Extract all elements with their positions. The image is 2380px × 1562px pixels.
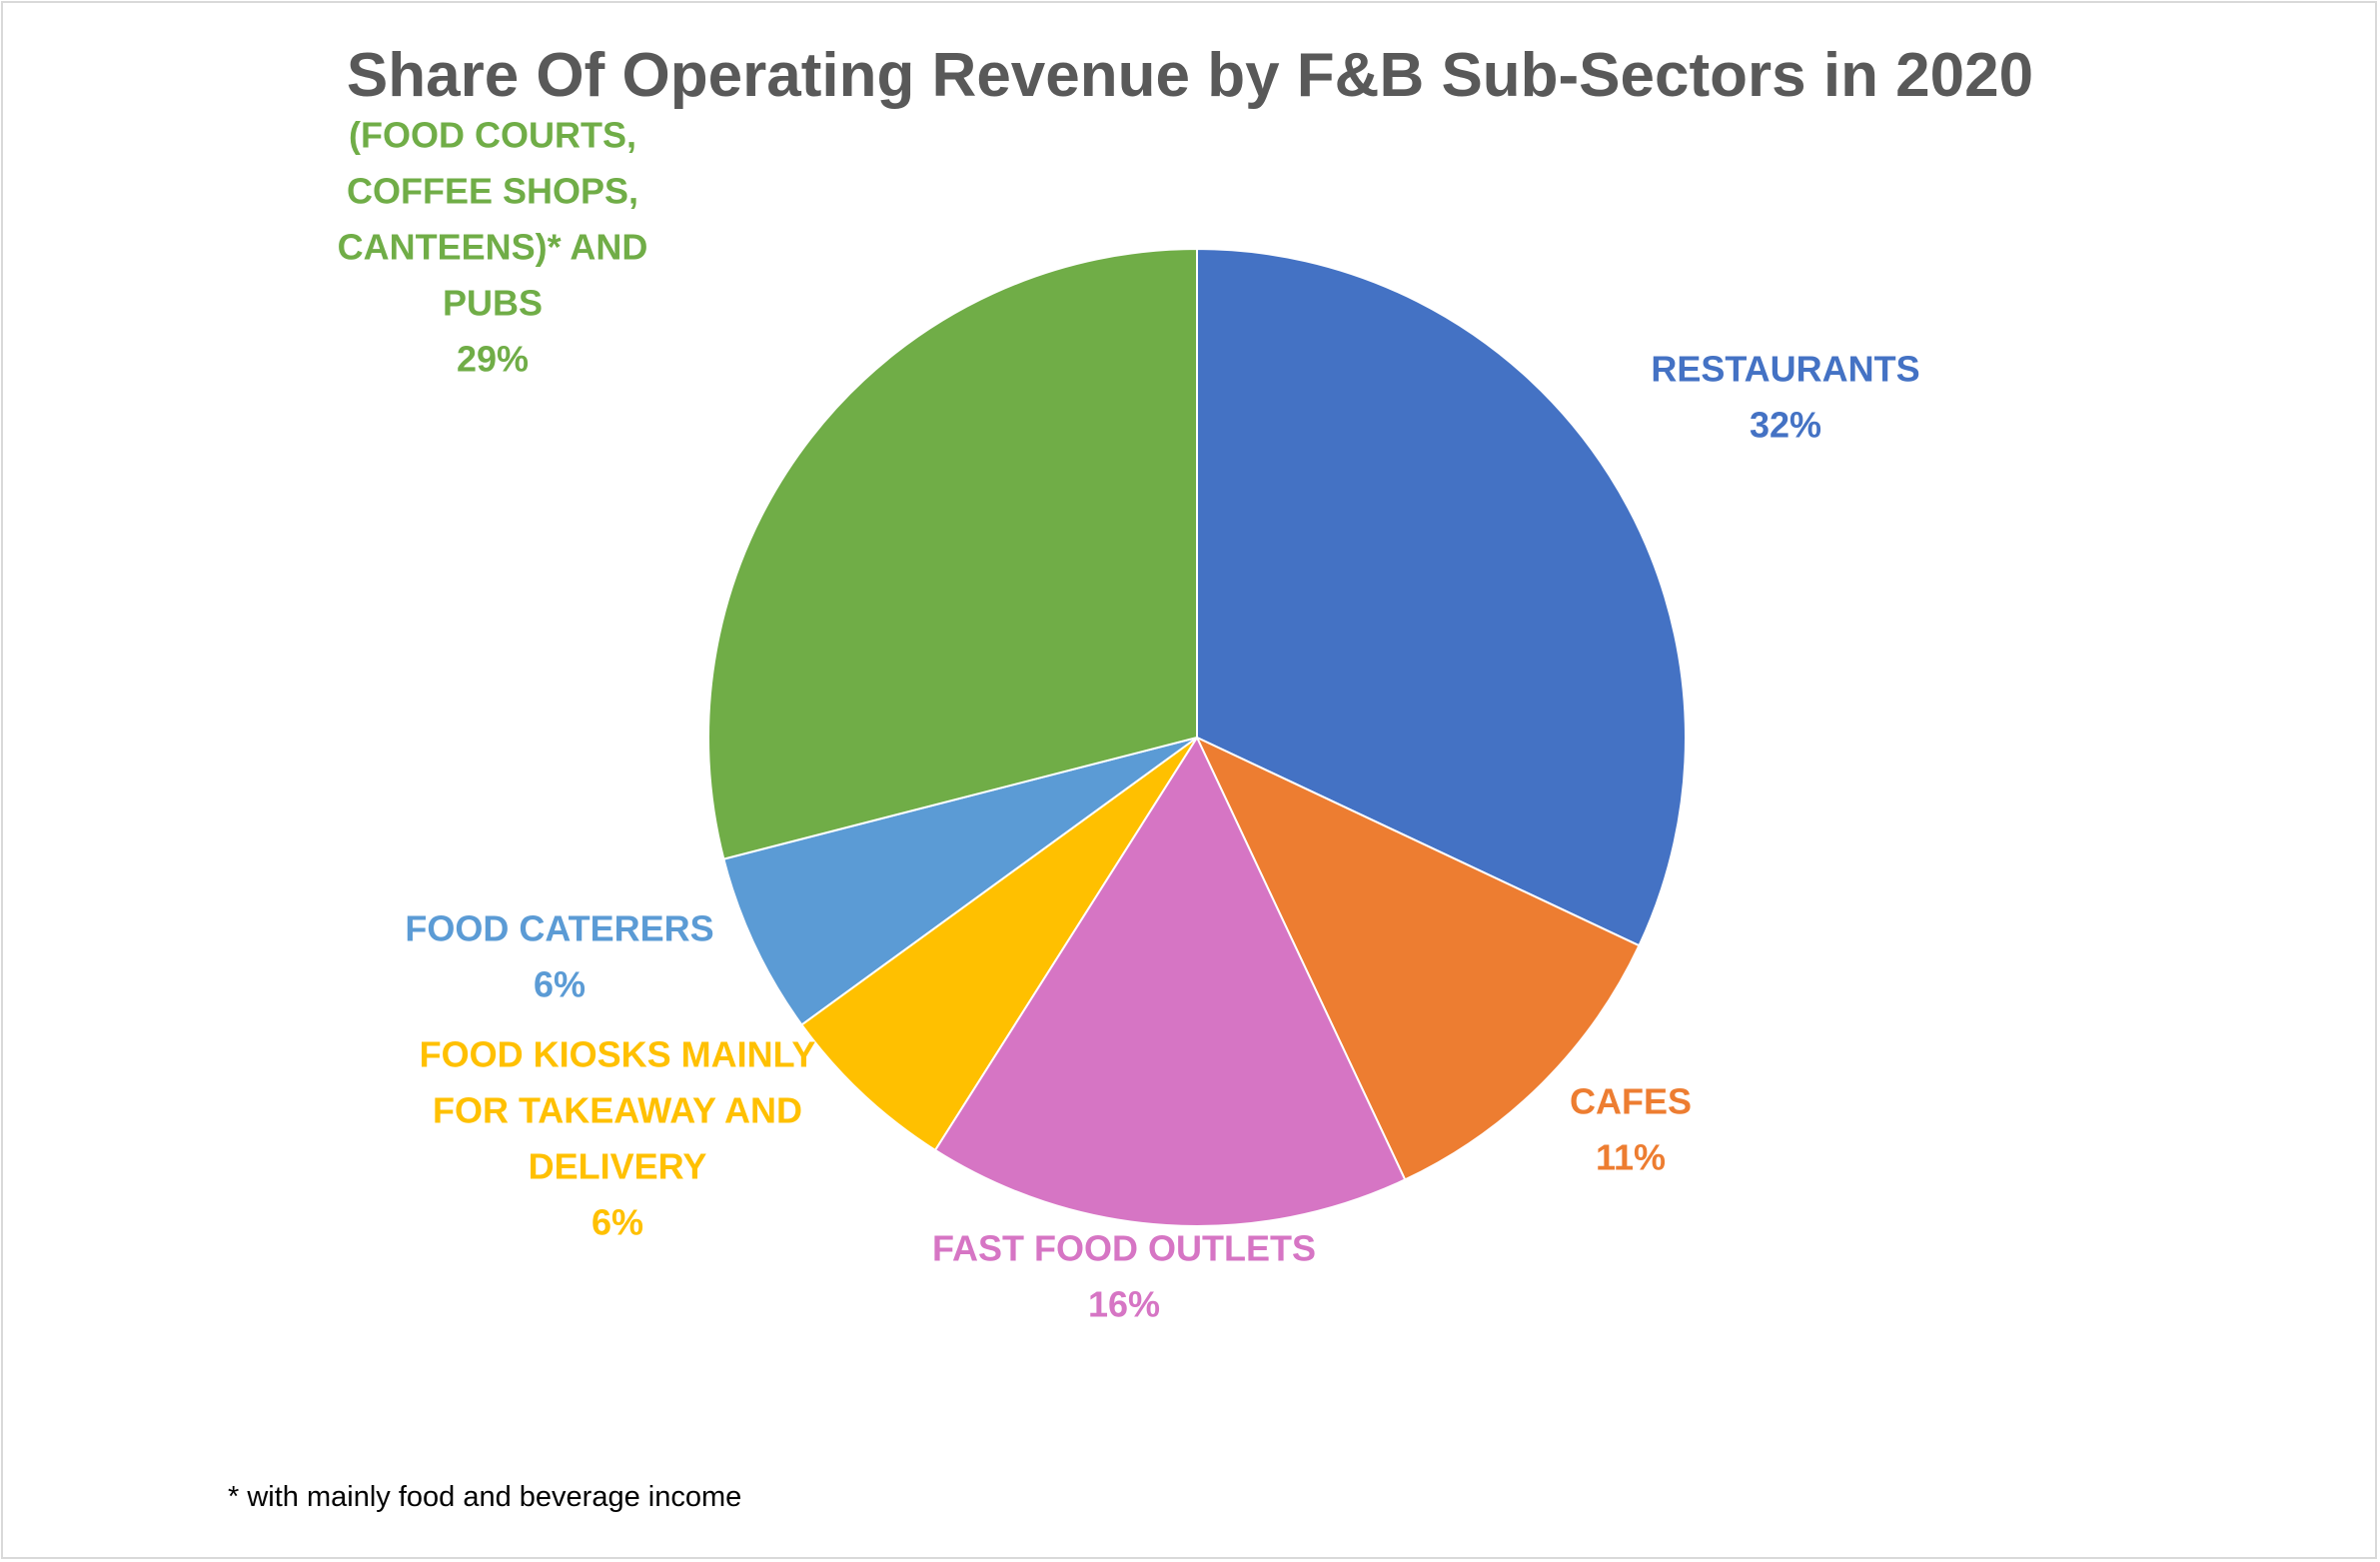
slice-value-label: 32%: [1750, 405, 1821, 446]
footnote: * with mainly food and beverage income: [228, 1481, 742, 1513]
slice-label-text: DELIVERY: [529, 1146, 707, 1187]
slice-label-text: FOOD CATERERS: [405, 908, 713, 949]
slice-label-text: FOR TAKEAWAY AND: [433, 1090, 802, 1131]
slice-label-text: CAFES: [1570, 1081, 1692, 1122]
slice-label-cafes: CAFES 11%: [1570, 1081, 1692, 1178]
slice-label-text: RESTAURANTS: [1651, 349, 1919, 390]
slice-label-text: FAST FOOD OUTLETS: [932, 1228, 1316, 1269]
slice-value-label: 6%: [534, 964, 586, 1005]
slice-value-label: 16%: [1088, 1284, 1160, 1325]
pie-slice-restaurants: [1196, 247, 1687, 947]
slice-label-text: PUBS: [443, 283, 543, 324]
slice-label-restaurants: RESTAURANTS 32%: [1651, 349, 1919, 446]
slice-value-label: 6%: [592, 1202, 643, 1243]
slice-label-text: (FOOD COURTS,: [349, 115, 636, 156]
slice-label-fast-food-outlets: FAST FOOD OUTLETS 16%: [932, 1228, 1316, 1325]
slice-label-text: CANTEENS)* AND: [338, 227, 648, 268]
pie-slice-food-kiosks: [799, 737, 1198, 1152]
pie-slice-food-caterers: [722, 737, 1198, 1026]
slice-label-text: COFFEE SHOPS,: [347, 171, 638, 212]
slice-label-food-caterers: FOOD CATERERS 6%: [405, 908, 713, 1005]
pie-slice-food-courts-and-pubs: [707, 247, 1198, 860]
chart-title: Share Of Operating Revenue by F&B Sub-Se…: [346, 41, 2034, 110]
slice-label-food-kiosks: FOOD KIOSKS MAINLY FOR TAKEAWAY AND DELIVE…: [420, 1034, 816, 1243]
slice-label-food-courts-and-pubs: (FOOD COURTS, COFFEE SHOPS, CANTEENS)* AND…: [338, 115, 648, 380]
slice-label-text: FOOD KIOSKS MAINLY: [420, 1034, 816, 1075]
slice-value-label: 29%: [457, 339, 529, 380]
pie-slice-cafes: [1194, 735, 1641, 1181]
slice-value-label: 11%: [1596, 1137, 1666, 1178]
pie-slice-fast-food-outlets: [933, 735, 1407, 1227]
